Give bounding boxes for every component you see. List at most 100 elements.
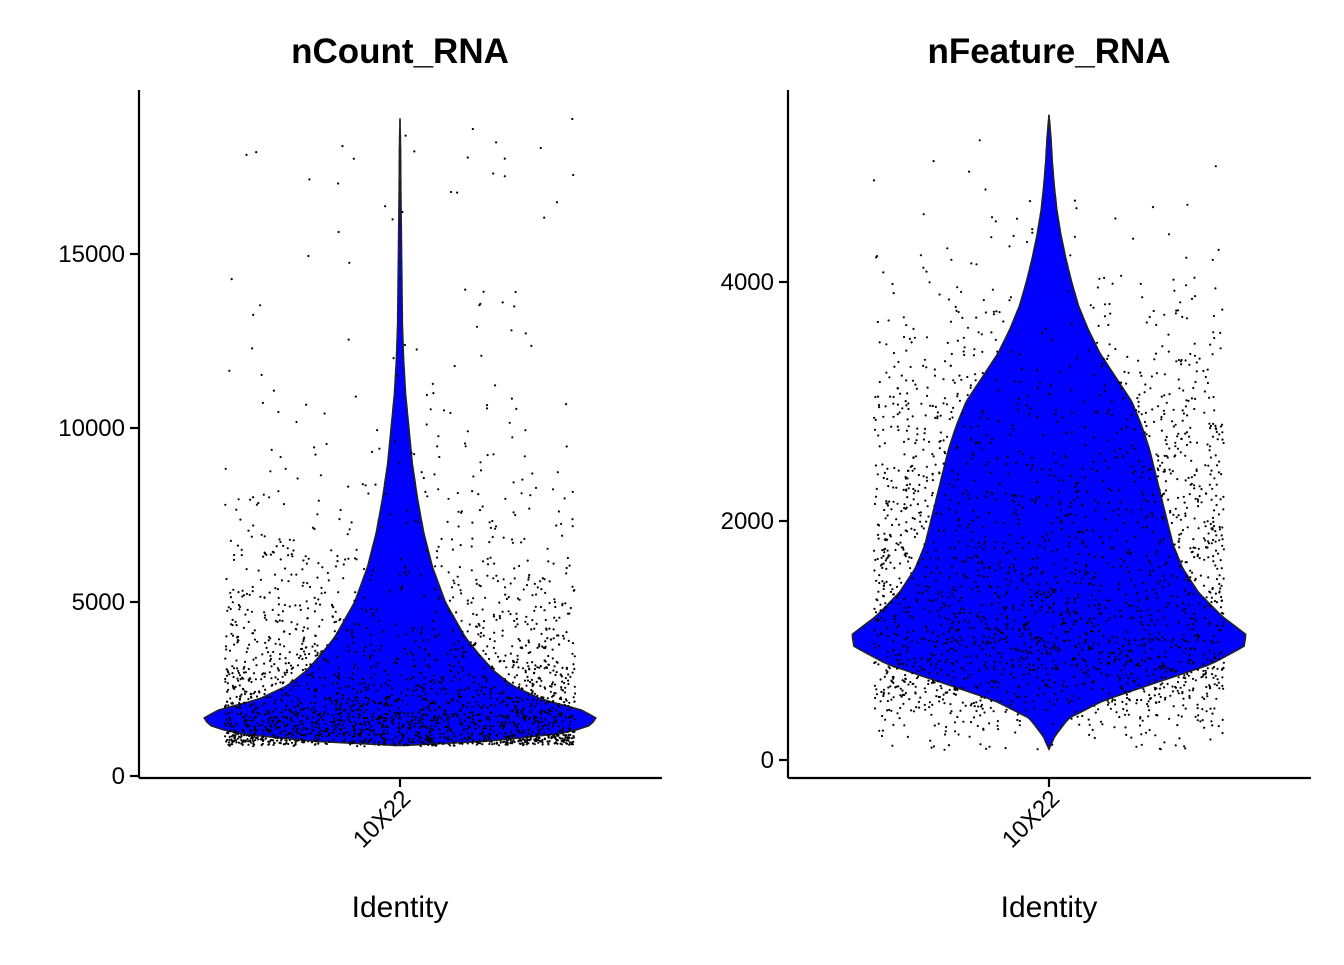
cell-point — [391, 720, 393, 722]
cell-point — [899, 707, 901, 709]
cell-point — [392, 723, 394, 725]
cell-point — [1182, 698, 1184, 700]
cell-point — [486, 407, 488, 409]
y-tick-label: 0 — [112, 763, 125, 790]
cell-point — [483, 735, 485, 737]
cell-point — [435, 635, 437, 637]
cell-point — [403, 734, 405, 736]
cell-point — [437, 488, 439, 490]
cell-point — [528, 718, 530, 720]
cell-point — [368, 723, 370, 725]
cell-point — [250, 693, 252, 695]
cell-point — [1180, 363, 1182, 365]
cell-point — [564, 704, 566, 706]
cell-point — [405, 695, 407, 697]
cell-point — [562, 738, 564, 740]
cell-point — [460, 544, 462, 546]
cell-point — [1169, 695, 1171, 697]
cell-point — [963, 354, 965, 356]
cell-point — [564, 716, 566, 718]
cell-point — [270, 725, 272, 727]
cell-point — [501, 693, 503, 695]
cell-point — [266, 711, 268, 713]
cell-point — [532, 742, 534, 744]
cell-point — [544, 724, 546, 726]
cell-point — [458, 661, 460, 663]
cell-point — [570, 721, 572, 723]
cell-point — [256, 695, 258, 697]
cell-point — [486, 575, 488, 577]
cell-point — [309, 663, 311, 665]
cell-point — [528, 574, 530, 576]
cell-point — [328, 732, 330, 734]
cell-point — [416, 348, 418, 350]
cell-point — [274, 702, 276, 704]
cell-point — [282, 695, 284, 697]
cell-point — [320, 729, 322, 731]
cell-point — [428, 705, 430, 707]
cell-point — [417, 739, 419, 741]
cell-point — [230, 702, 232, 704]
cell-point — [367, 492, 369, 494]
cell-point — [226, 675, 228, 677]
cell-point — [1092, 729, 1094, 731]
cell-point — [229, 719, 231, 721]
cell-point — [359, 715, 361, 717]
cell-point — [530, 345, 532, 347]
cell-point — [526, 698, 528, 700]
cell-point — [429, 655, 431, 657]
cell-point — [957, 393, 959, 395]
cell-point — [556, 733, 558, 735]
cell-point — [393, 357, 395, 359]
cell-point — [1074, 236, 1076, 238]
cell-point — [255, 678, 257, 680]
cell-point — [379, 649, 381, 651]
cell-point — [224, 735, 226, 737]
cell-point — [290, 719, 292, 721]
cell-point — [471, 732, 473, 734]
cell-point — [508, 596, 510, 598]
cell-point — [249, 720, 251, 722]
cell-point — [873, 550, 875, 552]
cell-point — [256, 711, 258, 713]
cell-point — [284, 730, 286, 732]
cell-point — [518, 731, 520, 733]
cell-point — [330, 549, 332, 551]
cell-point — [287, 743, 289, 745]
cell-point — [371, 574, 373, 576]
cell-point — [270, 665, 272, 667]
cell-point — [568, 737, 570, 739]
cell-point — [306, 600, 308, 602]
cell-point — [356, 700, 358, 702]
cell-point — [487, 718, 489, 720]
cell-point — [363, 597, 365, 599]
cell-point — [234, 738, 236, 740]
cell-point — [242, 590, 244, 592]
cell-point — [946, 436, 948, 438]
cell-point — [1182, 704, 1184, 706]
cell-point — [275, 643, 277, 645]
cell-point — [361, 705, 363, 707]
cell-point — [524, 621, 526, 623]
cell-point — [513, 481, 515, 483]
cell-point — [352, 642, 354, 644]
cell-point — [389, 710, 391, 712]
cell-point — [470, 602, 472, 604]
cell-point — [307, 607, 309, 609]
cell-point — [261, 374, 263, 376]
cell-point — [235, 509, 237, 511]
cell-point — [305, 664, 307, 666]
cell-point — [956, 716, 958, 718]
cell-point — [357, 624, 359, 626]
cell-point — [404, 566, 406, 568]
cell-point — [351, 631, 353, 633]
cell-point — [505, 705, 507, 707]
cell-point — [925, 271, 927, 273]
cell-point — [392, 718, 394, 720]
cell-point — [457, 672, 459, 674]
cell-point — [561, 675, 563, 677]
cell-point — [560, 686, 562, 688]
cell-point — [235, 621, 237, 623]
cell-point — [552, 735, 554, 737]
cell-point — [430, 734, 432, 736]
